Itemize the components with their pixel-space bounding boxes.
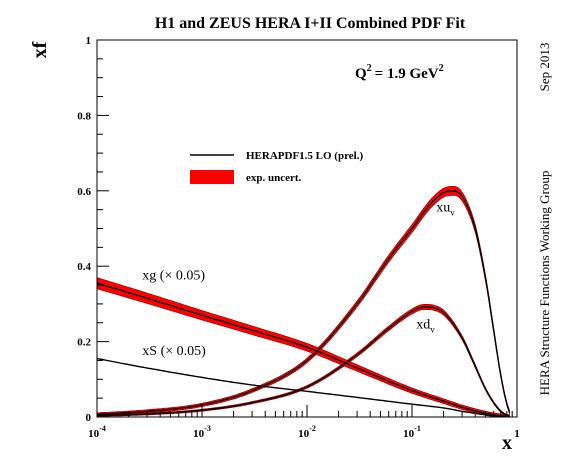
x-tick-label: 1 [514, 428, 520, 440]
scale-label: Q [355, 66, 367, 82]
series-0-line [96, 190, 511, 416]
y-tick-label: 0.8 [77, 110, 91, 122]
series-1-line [96, 306, 510, 418]
scale-unit-exp: 2 [439, 63, 444, 74]
legend-line-label: HERAPDF1.5 LO (prel.) [246, 150, 363, 162]
x-tick-label: 10-3 [193, 424, 211, 440]
x-axis-label: x [502, 432, 512, 454]
legend-band-swatch [190, 170, 234, 184]
axes: 0 0.2 0.4 0.6 0.8 1 10-4 10-3 10-2 10-1 1 [77, 35, 520, 440]
y-tick-label: 0.6 [77, 186, 91, 198]
y-tick-label: 0 [86, 412, 92, 424]
series-2-label: xg (× 0.05) [142, 268, 205, 283]
group-label: HERA Structure Functions Working Group [537, 171, 552, 396]
scale-value: = 1.9 GeV [375, 66, 439, 82]
date-label: Sep 2013 [537, 43, 552, 92]
series-3-label: xS (× 0.05) [142, 344, 206, 359]
scale-annotation: Q2 = 1.9 GeV2 [355, 63, 444, 82]
series-1-label: xdv [416, 317, 435, 334]
series-lines [96, 190, 511, 418]
legend: HERAPDF1.5 LO (prel.) exp. uncert. [190, 150, 363, 184]
y-tick-label: 0.4 [77, 261, 91, 273]
y-tick-label: 0.2 [77, 337, 91, 349]
series-0-label: xuv [436, 201, 455, 218]
chart-title: H1 and ZEUS HERA I+II Combined PDF Fit [155, 15, 466, 32]
legend-band-label: exp. uncert. [246, 172, 302, 184]
x-tick-label: 10-2 [298, 424, 316, 440]
y-axis-label: xf [29, 41, 51, 58]
x-tick-label: 10-4 [88, 424, 106, 440]
series-2-line [96, 282, 510, 418]
series-labels: xuv xdv xg (× 0.05) xS (× 0.05) [142, 201, 455, 359]
scale-exp: 2 [367, 63, 372, 74]
y-tick-label: 1 [86, 35, 92, 47]
series-3-line [96, 357, 510, 418]
x-tick-label: 10-1 [403, 424, 421, 440]
